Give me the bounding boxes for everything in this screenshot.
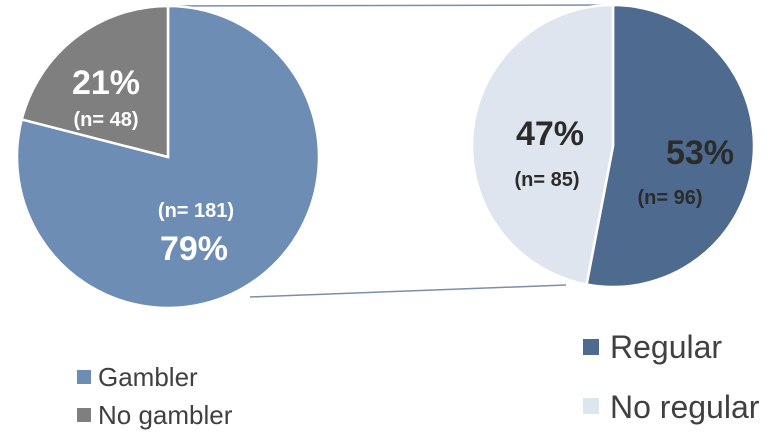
legend-swatch-no-gambler [77,408,91,422]
pie-slice-no-gambler [20,4,170,159]
legend-label-gambler: Gambler [98,362,198,392]
connector-line-bottom [249,284,567,298]
legend-main: Gambler No gambler [77,362,233,430]
label-gambler-pct: 79% [160,230,228,268]
label-no-gambler-pct: 21% [72,64,140,102]
legend-swatch-regular [583,339,599,355]
connector-line-top [167,4,612,7]
label-gambler-n: (n= 181) [158,200,234,222]
main-pie: (n= 181) 79% 21% (n= 48) [15,4,321,310]
label-no-regular-n: (n= 85) [514,169,579,191]
label-regular-n: (n= 96) [637,187,702,209]
legend-swatch-gambler [77,370,91,384]
label-no-regular-pct: 47% [516,115,584,153]
legend-secondary: Regular No regular [583,329,760,425]
pie-slice-no-regular [470,3,615,286]
legend-swatch-no-regular [583,398,599,414]
legend-label-no-gambler: No gambler [98,400,233,430]
label-no-gambler-n: (n= 48) [73,109,138,131]
secondary-pie: 53% (n= 96) 47% (n= 85) [470,3,756,289]
legend-label-regular: Regular [610,329,722,365]
legend-label-no-regular: No regular [610,389,760,425]
label-regular-pct: 53% [666,134,734,172]
pie-slice-regular [585,3,756,289]
